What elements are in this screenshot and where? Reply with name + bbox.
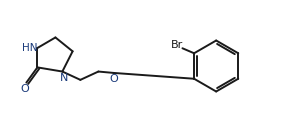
Text: O: O	[109, 74, 118, 84]
Text: N: N	[60, 73, 68, 83]
Text: Br: Br	[171, 40, 184, 50]
Text: O: O	[21, 84, 29, 94]
Text: HN: HN	[22, 43, 38, 53]
